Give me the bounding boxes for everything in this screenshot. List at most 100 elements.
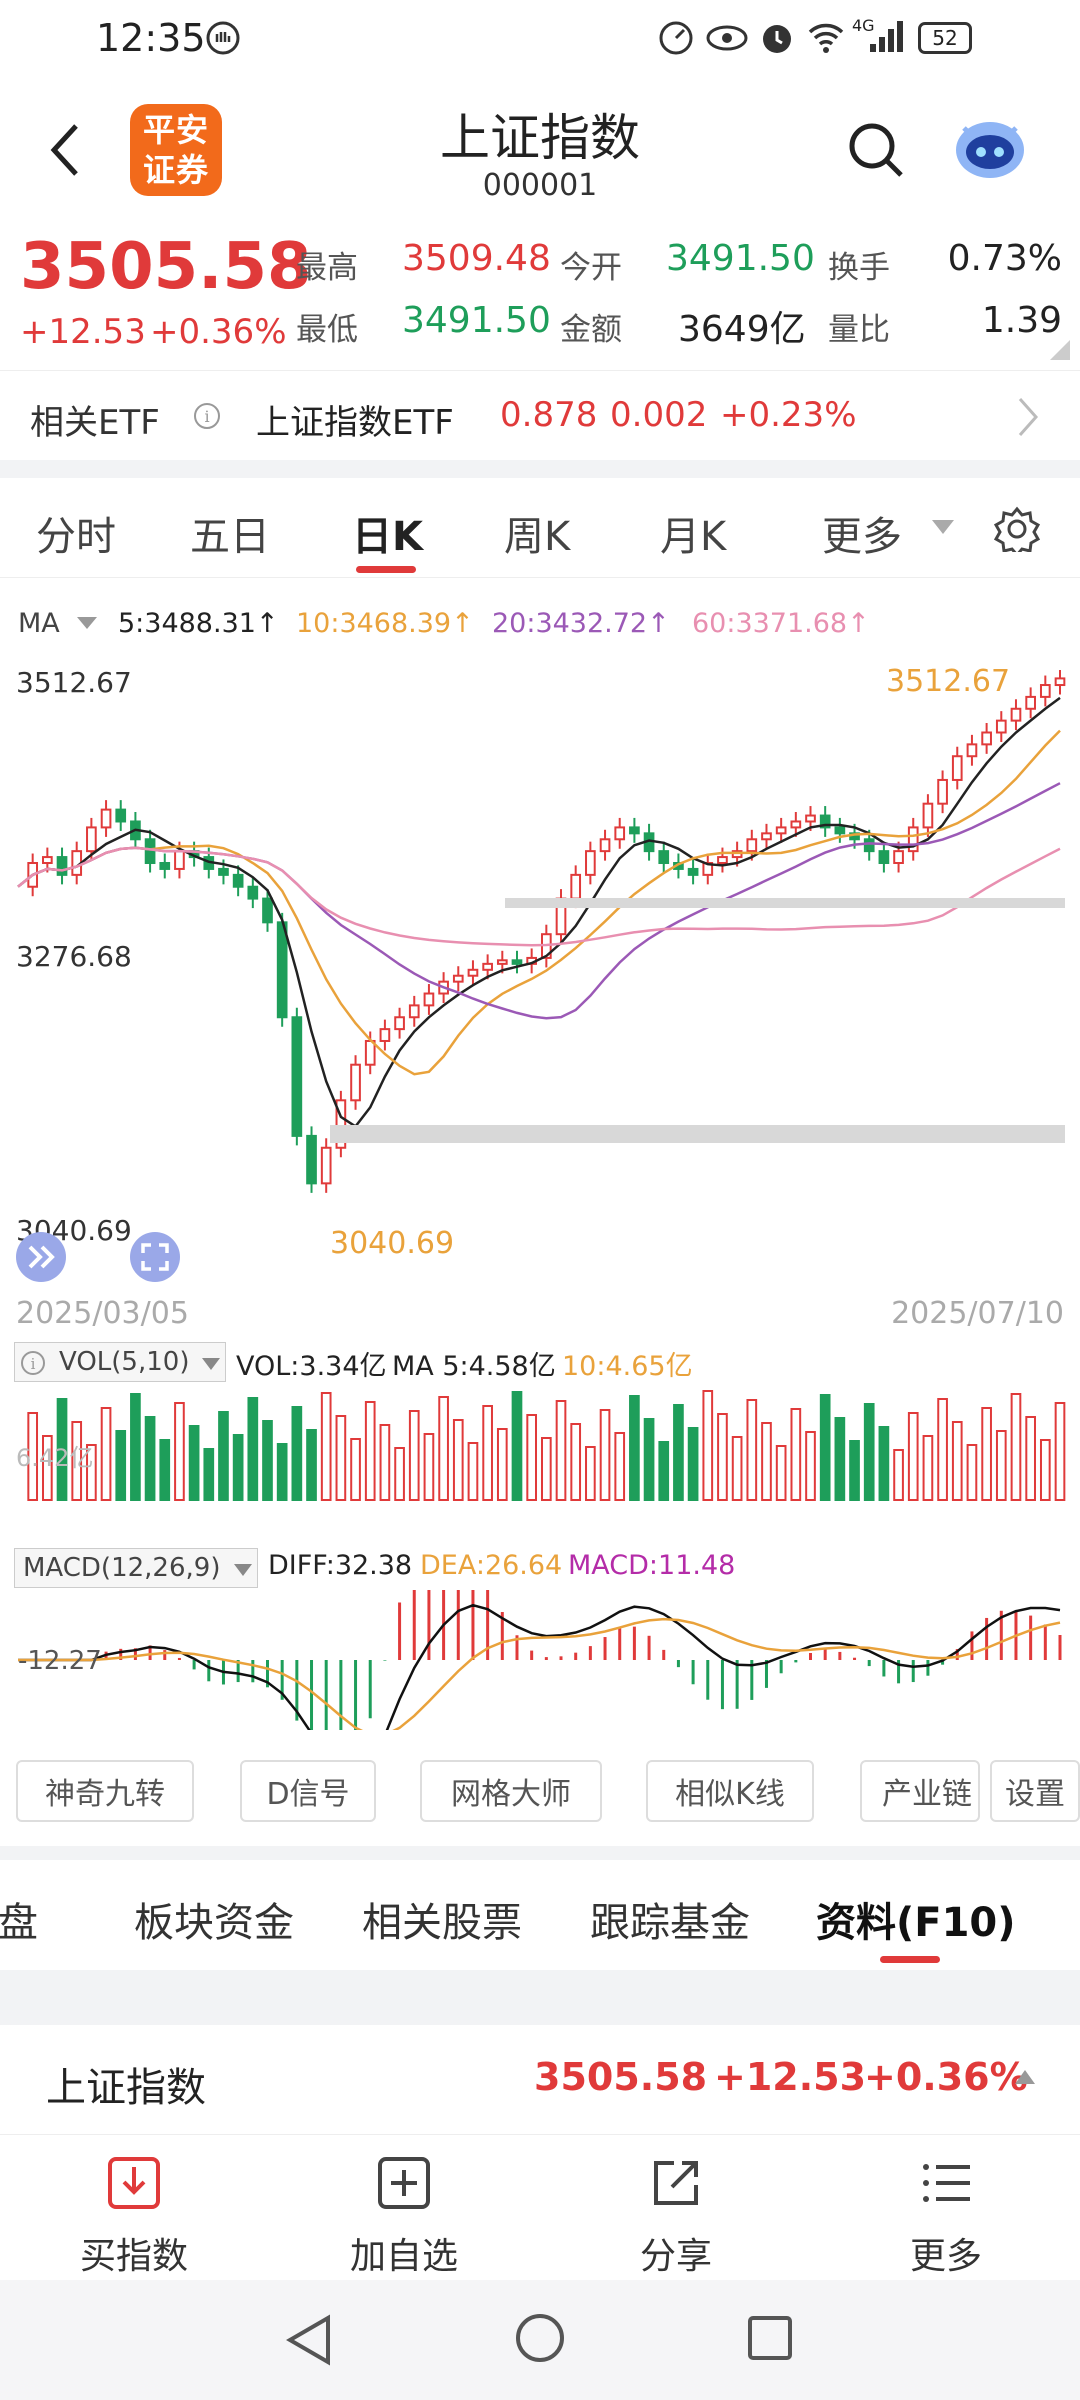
gauge-icon xyxy=(659,21,693,55)
index-summary-row[interactable]: 上证指数 3505.58 +12.53 +0.36% xyxy=(0,2025,1080,2135)
tool-settings[interactable]: 设置 xyxy=(990,1760,1080,1822)
volume-bar xyxy=(790,1408,802,1501)
vol-indicator-selector[interactable]: i VOL(5,10) xyxy=(14,1342,226,1382)
candle-down xyxy=(819,814,831,829)
candle-down xyxy=(115,808,127,823)
low-marker: 3040.69 xyxy=(330,1226,455,1261)
kline-chart[interactable]: MA 5:3488.31↑ 10:3468.39↑ 20:3432.72↑ 60… xyxy=(0,590,1080,1730)
macd-plot[interactable] xyxy=(0,1590,1080,1730)
divider xyxy=(0,460,1080,478)
price-change-pct: +0.36% xyxy=(150,312,287,352)
tab-more[interactable]: 更多 xyxy=(822,514,902,560)
candle-down xyxy=(291,1016,303,1137)
tab-daily-k[interactable]: 日K xyxy=(352,514,423,560)
candle-up xyxy=(585,850,596,876)
candle-up xyxy=(1025,695,1036,710)
tab-five-day[interactable]: 五日 xyxy=(190,514,270,560)
volume-bar xyxy=(218,1411,229,1501)
fast-forward-icon[interactable] xyxy=(14,1230,68,1284)
ma5-line xyxy=(17,696,1061,1129)
volume-bar xyxy=(570,1423,582,1501)
amount-label: 金额 xyxy=(560,312,622,348)
share-button[interactable]: 分享 xyxy=(596,2155,756,2279)
header: 平安证券 上证指数 000001 xyxy=(0,80,1080,220)
etf-change: 0.002 xyxy=(610,395,708,435)
stock-code: 000001 xyxy=(482,168,598,203)
broker-logo: 平安证券 xyxy=(130,104,222,196)
nav-back-icon[interactable] xyxy=(282,2312,338,2368)
subtab-tracking-funds[interactable]: 跟踪基金 xyxy=(590,1900,750,1946)
tab-intraday[interactable]: 分时 xyxy=(36,514,116,560)
volume-bar xyxy=(86,1444,97,1501)
subtab-sector-flow[interactable]: 板块资金 xyxy=(134,1900,294,1946)
ma-label[interactable]: MA xyxy=(18,608,60,639)
volume-bar xyxy=(496,1428,508,1501)
candle-down xyxy=(834,826,846,835)
buy-index-button[interactable]: 买指数 xyxy=(54,2155,214,2279)
system-nav-bar xyxy=(0,2280,1080,2400)
candle-up xyxy=(1039,684,1051,698)
volume-bar xyxy=(922,1435,934,1501)
open-label: 今开 xyxy=(560,250,622,286)
tool-grid-master[interactable]: 网格大师 xyxy=(420,1760,602,1822)
turnover-label: 换手 xyxy=(828,250,890,286)
candle-down xyxy=(232,873,244,888)
expand-corner-icon[interactable] xyxy=(1050,340,1070,360)
subtab-f10[interactable]: 资料(F10) xyxy=(816,1900,1016,1946)
candle-down xyxy=(658,850,670,865)
info-icon[interactable]: i xyxy=(192,401,222,431)
volume-bar xyxy=(1039,1439,1051,1501)
volume-bar xyxy=(981,1407,992,1501)
search-icon[interactable] xyxy=(846,120,906,180)
volume-plot[interactable] xyxy=(0,1380,1080,1510)
chevron-right-icon[interactable] xyxy=(1014,395,1044,439)
tab-weekly-k[interactable]: 周K xyxy=(504,514,571,560)
volume-bar xyxy=(540,1437,552,1501)
volume-bar xyxy=(614,1432,626,1501)
macd-axis-label: -12.27 xyxy=(18,1646,102,1676)
volume-bar xyxy=(394,1447,405,1501)
tool-similar-kline[interactable]: 相似K线 xyxy=(646,1760,814,1822)
add-watchlist-button[interactable]: 加自选 xyxy=(324,2155,484,2279)
volume-bar xyxy=(555,1400,567,1501)
candle-up xyxy=(805,814,816,823)
volume-bar xyxy=(731,1436,743,1501)
dropdown-triangle-icon[interactable] xyxy=(930,518,956,536)
tool-d-signal[interactable]: D信号 xyxy=(240,1760,376,1822)
back-arrow-icon[interactable] xyxy=(46,120,86,180)
battery-level: 52 xyxy=(932,26,958,50)
index-change: +12.53 xyxy=(714,2055,867,2099)
triangle-up-icon xyxy=(1015,2070,1035,2084)
etf-price: 0.878 xyxy=(500,395,598,435)
vol-ma10: 10:4.65亿 xyxy=(562,1351,693,1382)
macd-indicator-selector[interactable]: MACD(12,26,9) xyxy=(14,1548,258,1588)
open-value: 3491.50 xyxy=(666,238,815,279)
ma-dropdown-icon[interactable] xyxy=(76,616,98,630)
candle-up xyxy=(364,1039,376,1066)
price-change: +12.53 xyxy=(20,312,146,352)
tab-monthly-k[interactable]: 月K xyxy=(660,514,727,560)
subtab-watch[interactable]: 盯盘 xyxy=(0,1900,38,1946)
etf-change-pct: +0.23% xyxy=(720,395,857,435)
more-button[interactable]: 更多 xyxy=(866,2155,1026,2279)
active-subtab-indicator xyxy=(880,1956,940,1963)
gear-icon[interactable] xyxy=(994,506,1040,552)
candle-up xyxy=(408,1004,420,1019)
candle-up xyxy=(614,826,626,841)
volume-bar xyxy=(100,1407,112,1501)
fullscreen-icon[interactable] xyxy=(128,1230,182,1284)
volume-bar xyxy=(262,1420,273,1501)
related-etf-row[interactable]: 相关ETF i 上证指数ETF 0.878 0.002 +0.23% xyxy=(0,370,1080,460)
tool-industry-chain[interactable]: 产业链 xyxy=(860,1760,980,1822)
etf-label: 相关ETF xyxy=(30,403,160,443)
volume-bar xyxy=(56,1398,68,1501)
subtab-related-stocks[interactable]: 相关股票 xyxy=(362,1900,522,1946)
candlestick-plot[interactable] xyxy=(0,650,1080,1290)
tool-magic-nine[interactable]: 神奇九转 xyxy=(16,1760,194,1822)
robot-icon[interactable] xyxy=(950,110,1030,184)
nav-recents-icon[interactable] xyxy=(744,2312,796,2364)
candle-up xyxy=(922,802,934,829)
volume-bar xyxy=(687,1427,699,1501)
volume-bar xyxy=(1010,1393,1022,1501)
nav-home-icon[interactable] xyxy=(512,2310,568,2366)
